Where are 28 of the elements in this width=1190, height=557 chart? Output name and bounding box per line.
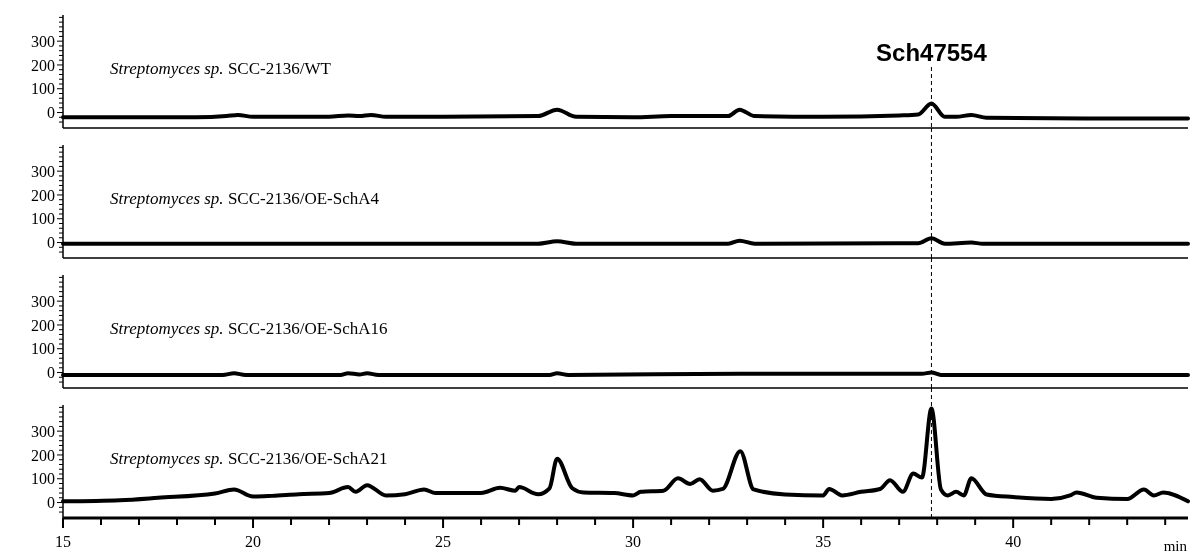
x-tick-label: 20 [245,533,262,550]
y-tick-label: 100 [31,80,55,98]
y-tick-label: 0 [47,494,55,512]
y-tick-label: 300 [31,422,55,440]
ref-line-label: Sch47554 [876,39,988,66]
y-tick-label: 200 [31,56,55,74]
y-tick-label: 100 [31,470,55,488]
text: Streptomyces sp. SCC-2136/OE-SchA21 [110,449,388,468]
y-tick-label: 300 [31,32,55,50]
y-tick-label: 100 [31,340,55,358]
x-tick-label: 40 [1005,533,1022,550]
y-tick-label: 0 [47,104,55,122]
y-tick-label: 300 [31,292,55,310]
x-axis-title: min [1163,538,1188,554]
x-tick-label: 15 [55,533,71,550]
x-tick-label: 30 [625,533,642,550]
y-tick-label: 0 [47,364,55,382]
y-tick-label: 200 [31,186,55,204]
text: Streptomyces sp. SCC-2136/OE-SchA16 [110,319,388,338]
y-tick-label: 0 [47,234,55,252]
y-tick-label: 200 [31,316,55,334]
x-tick-label: 35 [815,533,832,550]
y-tick-label: 300 [31,162,55,180]
text: Streptomyces sp. SCC-2136/OE-SchA4 [110,189,380,208]
text: Streptomyces sp. SCC-2136/WT [110,59,332,78]
y-tick-label: 200 [31,446,55,464]
x-tick-label: 25 [435,533,452,550]
y-tick-label: 100 [31,210,55,228]
